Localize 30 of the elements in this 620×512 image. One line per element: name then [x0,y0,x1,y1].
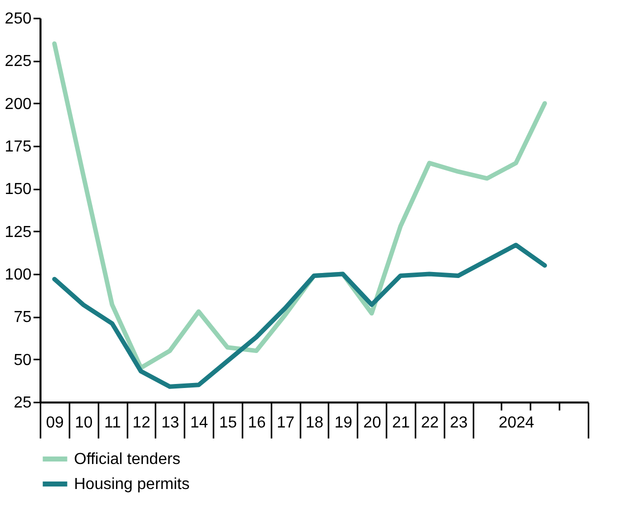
y-tick-label: 175 [4,138,32,156]
line-series [52,41,547,370]
x-tick-label: 14 [190,414,208,432]
x-tick-label: 16 [248,414,266,432]
y-tick-label: 75 [14,309,32,326]
x-tick-label: 20 [363,414,382,432]
legend-label: Housing permits [74,476,190,493]
line-series [52,242,547,389]
legend-label: Official tenders [74,451,180,468]
y-tick-label: 50 [14,352,32,369]
x-tick-label: 09 [46,414,64,432]
x-tick-label: 10 [74,414,93,432]
x-tick-label: 2024 [498,414,534,432]
x-tick-label: 15 [219,414,237,432]
x-tick-label: 19 [334,414,352,432]
y-tick-label: 225 [4,53,32,70]
y-tick-label: 150 [4,181,32,198]
x-tick-label: 21 [392,414,410,432]
y-tick-label: 250 [4,10,32,28]
y-tick-label: 25 [14,394,32,412]
y-tick-label: 200 [4,96,32,113]
x-tick-label: 18 [306,414,324,432]
x-tick-label: 17 [276,414,295,432]
y-tick-label: 100 [4,266,32,284]
y-tick-label: 125 [4,224,32,241]
x-tick-label: 13 [161,414,180,432]
x-tick-label: 11 [104,414,122,432]
x-tick-label: 23 [450,414,468,432]
x-tick-label: 22 [420,414,439,432]
x-tick-label: 12 [132,414,150,432]
